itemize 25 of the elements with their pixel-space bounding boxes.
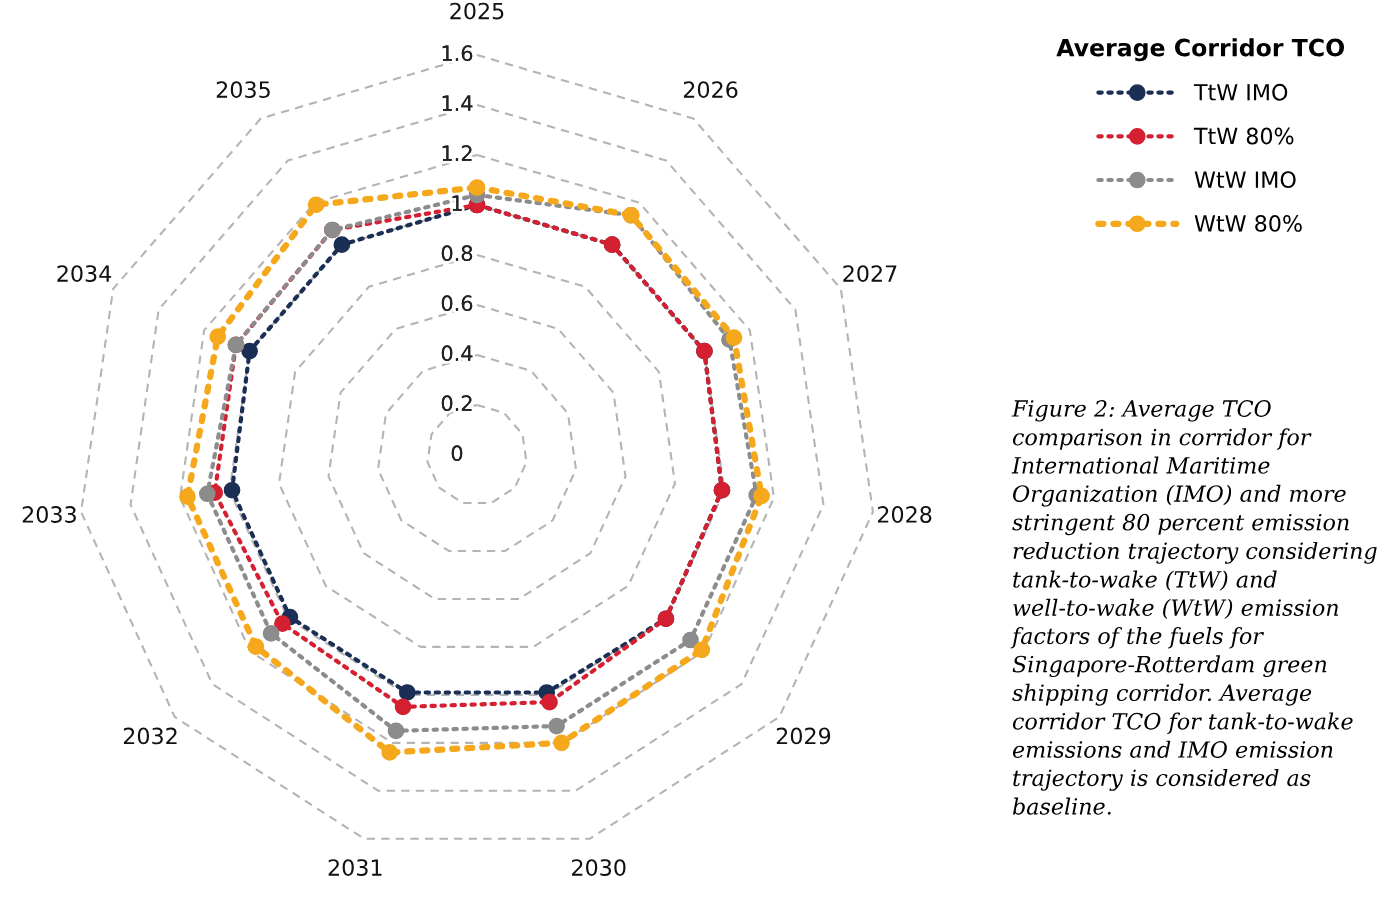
text: Figure 2: Average TCO comparison in corridor for International Maritime Organization (IMO) and more stringent 80 percent emission reduction trajectory considering tank-to-wake (TtW) and well-to-wake (WtW) emission factors of the fuels for Singapore-Rotterdam green shipping corridor. Average corridor TCO for tank-to-wake emissions and IMO emission trajectory is considered as baseline. [1010,400,1377,815]
spoke-label: 2028 [877,506,932,523]
spoke-label: 2026 [683,81,738,99]
spoke-label: 2033 [22,506,76,523]
spoke-label: 2027 [843,265,897,282]
y-tick-label: 1.4 [442,95,473,111]
spoke-label: 2025 [450,2,504,20]
legend-title: Average Corridor TCO [1056,38,1345,62]
y-tick-label: 0 [451,445,463,462]
spoke-label: 2035 [216,81,270,99]
y-tick-label: 0.8 [441,245,473,262]
y-tick-label: 1.2 [442,145,472,161]
spoke-label: 2032 [123,727,177,745]
spoke-label: 2030 [572,859,626,876]
y-tick-label: 0.6 [441,295,473,312]
legend-label: WtW 80% [1194,215,1302,232]
spoke-label: 2031 [328,859,382,876]
legend-label: TtW 80% [1193,127,1294,145]
y-tick-label: 0.4 [441,345,473,362]
legend-label: TtW IMO [1193,83,1288,101]
y-tick-label: 0.2 [441,395,472,412]
y-tick-label: 1.6 [442,45,473,62]
spoke-label: 2029 [776,727,831,745]
spoke-label: 2034 [57,265,112,282]
legend-label: WtW IMO [1194,171,1296,189]
